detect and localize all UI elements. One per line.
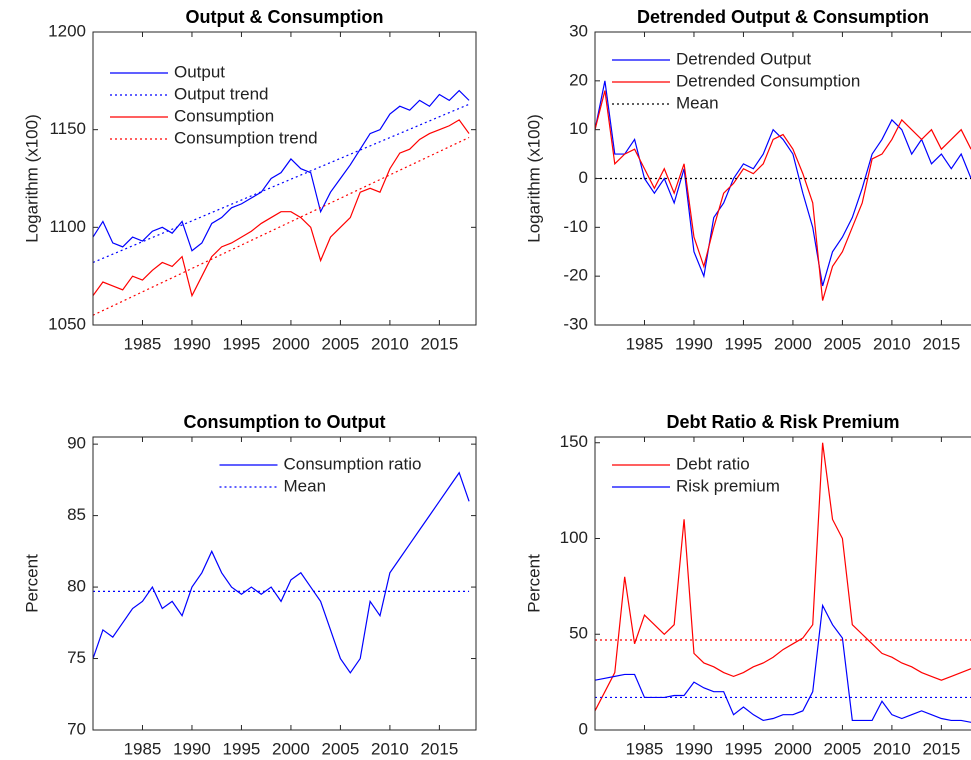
legend-label: Consumption <box>174 106 274 125</box>
x-tick-label: 1985 <box>626 739 664 758</box>
legend-label: Output <box>174 62 225 81</box>
series-line <box>595 603 971 723</box>
plot-area <box>93 32 476 325</box>
legend-label: Detrended Consumption <box>676 71 860 90</box>
legend-label: Detrended Output <box>676 49 811 68</box>
x-tick-label: 1985 <box>124 334 162 353</box>
series-line <box>595 80 971 287</box>
x-tick-label: 2005 <box>824 739 862 758</box>
legend-label: Mean <box>676 93 719 112</box>
y-tick-label: -20 <box>563 266 588 285</box>
y-tick-label: 150 <box>560 432 588 451</box>
x-tick-label: 2010 <box>873 334 911 353</box>
x-tick-label: 1985 <box>124 739 162 758</box>
legend-label: Risk premium <box>676 476 780 495</box>
y-tick-label: 20 <box>569 70 588 89</box>
x-tick-label: 1990 <box>173 334 211 353</box>
chart-title: Consumption to Output <box>184 412 386 432</box>
x-tick-label: 2005 <box>824 334 862 353</box>
series-line <box>93 89 470 252</box>
y-axis-label: Logarithm (x100) <box>22 114 41 243</box>
x-tick-label: 2015 <box>420 739 458 758</box>
plot-area <box>595 32 971 325</box>
y-tick-label: 70 <box>67 719 86 738</box>
y-tick-label: 10 <box>569 119 588 138</box>
plot-layer <box>93 89 470 316</box>
chart-title: Detrended Output & Consumption <box>637 7 929 27</box>
x-tick-label: 1985 <box>626 334 664 353</box>
legend-label: Debt ratio <box>676 454 750 473</box>
x-tick-label: 1995 <box>725 334 763 353</box>
y-tick-label: 50 <box>569 624 588 643</box>
x-tick-label: 2000 <box>774 334 812 353</box>
x-tick-label: 2005 <box>322 334 360 353</box>
axes-box <box>92 436 477 731</box>
x-tick-label: 2000 <box>272 739 310 758</box>
series-line <box>93 136 470 316</box>
x-tick-label: 2015 <box>922 739 960 758</box>
y-tick-label: -30 <box>563 314 588 333</box>
x-tick-label: 1990 <box>675 334 713 353</box>
y-tick-label: 0 <box>579 168 588 187</box>
plot-area <box>595 437 971 730</box>
y-tick-label: 1150 <box>49 119 86 138</box>
plot-layer <box>595 442 971 723</box>
y-tick-label: 1200 <box>48 21 86 40</box>
chart-title: Output & Consumption <box>186 7 384 27</box>
y-axis-label: Percent <box>22 554 41 613</box>
y-axis-label: Percent <box>524 554 543 613</box>
axes-box <box>92 31 477 326</box>
plot-layer <box>595 80 971 301</box>
legend-label: Mean <box>284 476 327 495</box>
series-line <box>595 90 971 301</box>
x-tick-label: 2010 <box>873 739 911 758</box>
y-tick-label: -10 <box>563 217 588 236</box>
y-tick-label: 100 <box>560 528 588 547</box>
x-tick-label: 2000 <box>774 739 812 758</box>
y-tick-label: 80 <box>67 577 86 596</box>
chart-title: Debt Ratio & Risk Premium <box>666 412 899 432</box>
x-tick-label: 2000 <box>272 334 310 353</box>
plot-area <box>93 437 476 730</box>
plot-layer <box>93 471 470 674</box>
x-tick-label: 1990 <box>173 739 211 758</box>
legend-label: Consumption trend <box>174 128 318 147</box>
y-tick-label: 0 <box>579 719 588 738</box>
x-tick-label: 1990 <box>675 739 713 758</box>
x-tick-label: 2005 <box>322 739 360 758</box>
axes-box <box>594 436 971 731</box>
x-tick-label: 2010 <box>371 739 409 758</box>
x-tick-label: 1995 <box>725 739 763 758</box>
y-tick-label: 90 <box>67 434 86 453</box>
series-line <box>93 471 470 674</box>
x-tick-label: 1995 <box>223 334 261 353</box>
y-tick-label: 1050 <box>48 314 86 333</box>
series-line <box>595 442 971 712</box>
x-tick-label: 2010 <box>371 334 409 353</box>
y-axis-label: Logarithm (x100) <box>524 114 543 243</box>
y-tick-label: 30 <box>569 21 588 40</box>
y-tick-label: 75 <box>67 648 86 667</box>
x-tick-label: 1995 <box>223 739 261 758</box>
x-tick-label: 2015 <box>420 334 458 353</box>
series-line <box>93 119 470 298</box>
legend-label: Consumption ratio <box>284 454 422 473</box>
legend-label: Output trend <box>174 84 269 103</box>
y-tick-label: 1100 <box>49 217 86 236</box>
y-tick-label: 85 <box>67 505 86 524</box>
x-tick-label: 2015 <box>922 334 960 353</box>
